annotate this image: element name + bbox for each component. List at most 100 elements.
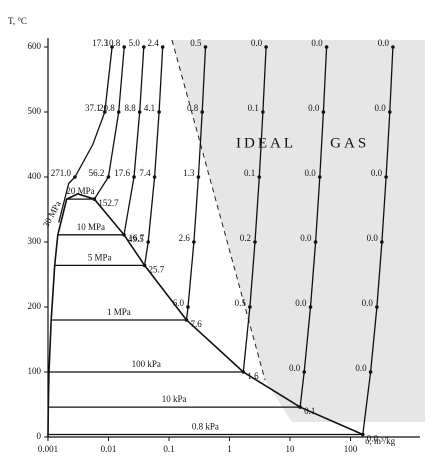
point-label: 0.1 — [244, 168, 255, 178]
isobar — [54, 46, 164, 267]
point — [73, 175, 77, 179]
point-label: 1.6 — [247, 371, 259, 381]
point-label: 7.4 — [139, 168, 151, 178]
y-tick-label: 100 — [28, 366, 42, 376]
point-label: 271.0 — [51, 168, 72, 178]
isobar — [48, 46, 394, 436]
point-label: 0.8 — [187, 103, 199, 113]
point — [387, 110, 392, 114]
isobar-label: 100 kPa — [132, 359, 161, 369]
annotation: IDEAL GAS — [236, 135, 369, 151]
point — [137, 110, 142, 114]
point-label: 49.5 — [128, 234, 144, 244]
isobar-label: 1 MPa — [107, 307, 131, 317]
point-label: 0.5 — [235, 298, 247, 308]
point — [241, 370, 246, 374]
y-tick-label: 600 — [28, 41, 42, 51]
point-label: 0.0 — [289, 363, 301, 373]
point-label: 5.0 — [129, 38, 141, 48]
point-label: 0.0 — [300, 233, 312, 243]
point — [142, 263, 147, 268]
ideal-gas-region — [172, 40, 425, 422]
isobar-label: 20 MPa — [66, 186, 94, 196]
point — [184, 318, 189, 322]
point — [261, 110, 265, 114]
point — [157, 110, 161, 114]
x-tick-label: 0.001 — [38, 444, 58, 454]
point-label: 17.3 — [92, 38, 108, 48]
x-tick-label: 0.1 — [163, 444, 174, 454]
point — [203, 45, 208, 49]
isobar — [58, 46, 113, 223]
point — [146, 240, 151, 244]
point-label: 10.8 — [104, 38, 120, 48]
y-axis-label: T, °C — [8, 16, 27, 26]
x-tick-label: 100 — [344, 444, 358, 454]
point — [264, 45, 268, 49]
y-tick-label: 400 — [28, 171, 42, 181]
point — [102, 110, 107, 114]
point-label: 1.3 — [183, 168, 195, 178]
point-label: 0.0 — [311, 38, 323, 48]
point-label: 6.0 — [173, 298, 185, 308]
isobar-label: 5 MPa — [88, 252, 112, 262]
point-label: 17.6 — [114, 168, 130, 178]
point — [132, 175, 136, 179]
point — [106, 175, 111, 179]
point-label: 7.6 — [190, 319, 202, 329]
point — [122, 45, 127, 49]
point — [298, 405, 302, 409]
point — [368, 370, 373, 374]
point-label: 0.0 — [251, 38, 263, 48]
x-tick-label: 0.01 — [101, 444, 117, 454]
point-label: 16.7 — [128, 233, 144, 243]
point — [384, 175, 388, 179]
point-label: 20.8 — [99, 103, 115, 113]
saturation-dome — [47, 193, 364, 438]
point — [142, 45, 146, 49]
point — [110, 45, 114, 49]
point — [324, 45, 329, 49]
x-tick-label: 1 — [227, 444, 232, 454]
point-label: 37.1 — [85, 103, 101, 113]
point-label: 0.0 — [362, 298, 374, 308]
point-label: 2.4 — [147, 38, 159, 48]
point — [92, 197, 97, 201]
point — [122, 233, 126, 237]
point-label: 0.0 — [305, 168, 317, 178]
point-label: 0.2 — [240, 233, 251, 243]
point — [160, 45, 165, 49]
x-axis-label: υ, m³/kg — [365, 436, 396, 446]
point — [360, 432, 365, 437]
point — [302, 370, 307, 374]
isobar-label: 10 MPa — [77, 222, 105, 232]
point-label: 0.0 — [371, 168, 383, 178]
point — [116, 110, 121, 114]
point — [196, 175, 201, 179]
point — [253, 240, 257, 244]
point — [313, 240, 318, 244]
y-tick-label: 300 — [28, 236, 42, 246]
point-label: 2.6 — [179, 233, 191, 243]
point-label: 0.0 — [378, 38, 390, 48]
point — [192, 240, 196, 244]
point — [186, 305, 190, 309]
point-label: 0.1 — [248, 103, 259, 113]
point — [248, 305, 252, 309]
point — [380, 240, 384, 244]
point-label: 0.0 — [367, 434, 379, 444]
point-label: 8.8 — [124, 103, 136, 113]
isobar-label: 0.8 kPa — [192, 422, 219, 432]
point-label: 4.1 — [144, 103, 155, 113]
point-label: 25.7 — [149, 264, 165, 274]
point-label: 56.2 — [89, 168, 105, 178]
point — [200, 110, 205, 114]
point-label: 0.0 — [375, 103, 387, 113]
point — [321, 110, 326, 114]
x-tick-label: 10 — [286, 444, 296, 454]
point-label: 0.5 — [190, 38, 202, 48]
point — [308, 305, 313, 309]
ideal-gas-boundary — [171, 39, 266, 381]
point — [257, 175, 262, 179]
